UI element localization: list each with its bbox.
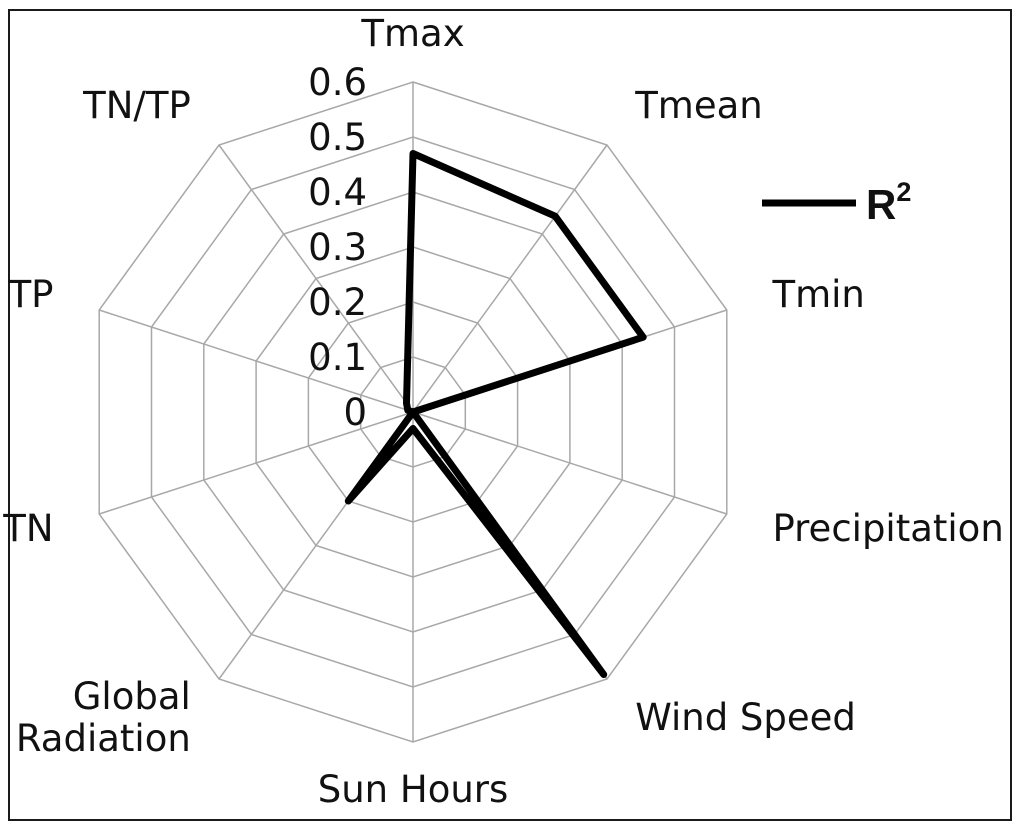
axis-label: TN/TP (82, 84, 191, 127)
axis-label-line: Tmean (634, 84, 763, 127)
data-point (640, 334, 647, 341)
radial-tick-labels: 0 0.1 0.2 0.3 0.4 0.5 0.6 (308, 61, 367, 434)
axis-label-line: Global (73, 675, 191, 718)
legend-superscript: 2 (896, 177, 911, 207)
data-point (404, 407, 411, 414)
legend: R2 (762, 177, 911, 228)
axis-label: TN (2, 507, 53, 550)
data-point (552, 213, 559, 220)
spoke-3 (412, 411, 728, 515)
axis-label: TP (8, 273, 54, 316)
tick-label: 0.6 (308, 61, 367, 104)
data-series (344, 150, 647, 678)
chart-frame (8, 9, 1012, 821)
legend-label: R2 (866, 177, 911, 228)
axis-label-line: Precipitation (773, 507, 1004, 550)
data-point (403, 400, 410, 407)
axis-label-line: Sun Hours (318, 768, 509, 811)
axis-label-line: Tmax (360, 12, 464, 55)
tick-label: 0.4 (308, 171, 367, 214)
tick-label: 0.3 (308, 226, 367, 269)
axis-label: Global Radiation (16, 675, 191, 760)
tick-label: 0.2 (308, 281, 367, 324)
axis-label: Wind Speed (635, 696, 856, 739)
axis-label: Tmax (360, 12, 464, 55)
axis-label-line: TN/TP (82, 84, 191, 127)
axis-label: Sun Hours (318, 768, 509, 811)
spoke-9 (218, 144, 414, 413)
axis-labels: Tmax Tmean Tmin Precipitation Wind Speed Sun … (2, 12, 1004, 811)
axis-label: Tmin (772, 273, 865, 316)
spoke-7 (98, 411, 414, 515)
data-point (410, 425, 416, 432)
axis-label-line: Tmin (772, 273, 865, 316)
axis-label-line: TP (8, 273, 54, 316)
spoke-1 (412, 144, 608, 413)
tick-label: 0.1 (308, 336, 367, 379)
tick-label: 0.5 (308, 116, 367, 159)
data-point (410, 150, 416, 157)
axis-label: Tmean (634, 84, 763, 127)
data-point (410, 409, 416, 415)
series-line-0 (344, 150, 647, 678)
data-point (600, 671, 607, 678)
axis-label-line: Radiation (16, 717, 191, 760)
axis-label-line: TN (2, 507, 53, 550)
tick-label: 0 (343, 391, 367, 434)
spoke-8 (98, 309, 414, 413)
axis-label: Precipitation (773, 507, 1004, 550)
axis-label-line: Wind Speed (635, 696, 856, 739)
data-point (345, 498, 352, 504)
